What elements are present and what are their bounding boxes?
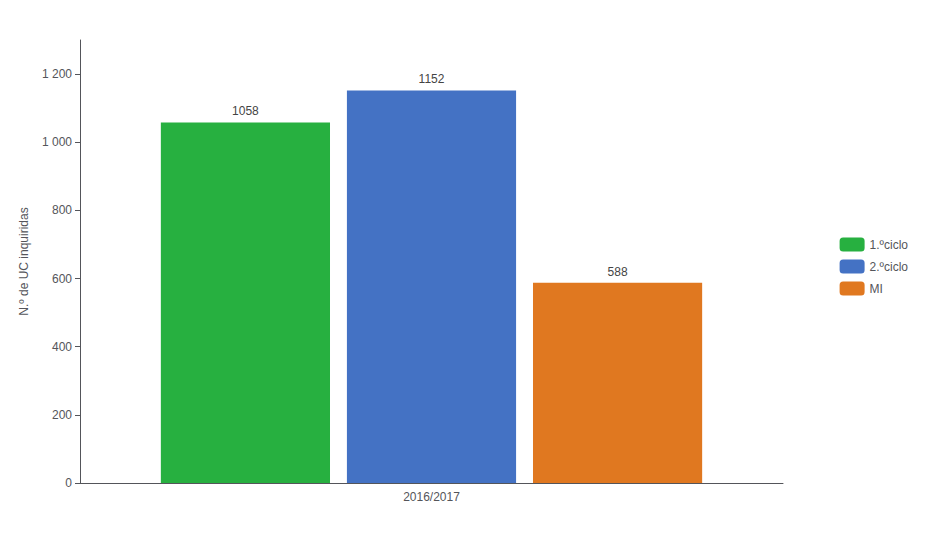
svg-text:800: 800 [52,203,72,217]
svg-text:1 200: 1 200 [42,67,72,81]
svg-text:1152: 1152 [419,72,445,86]
svg-text:588: 588 [608,265,628,279]
svg-text:2016/2017: 2016/2017 [403,490,460,504]
svg-text:200: 200 [52,408,72,422]
svg-text:400: 400 [52,340,72,354]
svg-text:1058: 1058 [232,104,259,118]
svg-text:2.ºciclo: 2.ºciclo [870,260,909,274]
svg-text:600: 600 [52,272,72,286]
svg-text:1 000: 1 000 [42,135,72,149]
svg-text:0: 0 [65,476,72,490]
svg-text:N.º de UC inquiridas: N.º de UC inquiridas [17,207,31,315]
svg-text:1.ºciclo: 1.ºciclo [870,238,909,252]
svg-text:MI: MI [870,282,883,296]
